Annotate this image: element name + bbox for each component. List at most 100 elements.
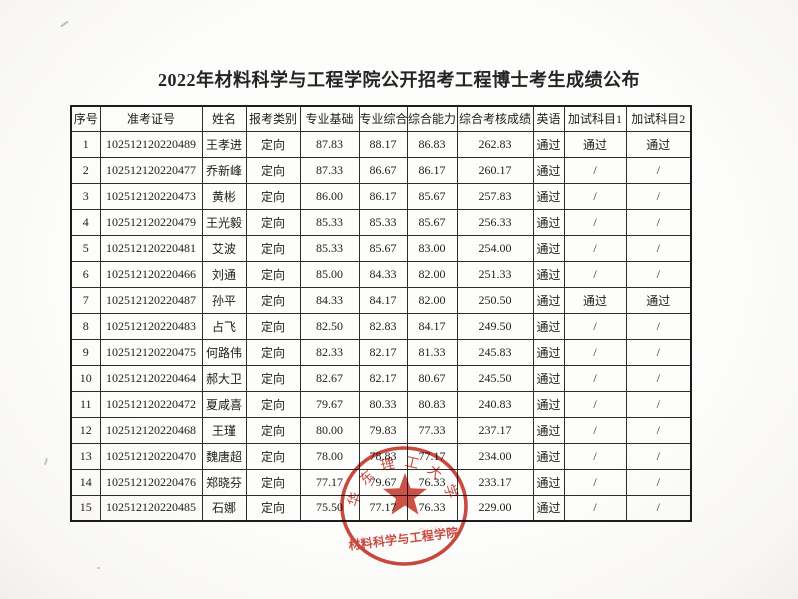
- scan-artifact: [60, 20, 69, 28]
- table-cell: 14: [70, 468, 101, 496]
- table-cell: 86.00: [299, 182, 360, 210]
- table-cell: /: [563, 338, 627, 366]
- table-cell: 84.17: [358, 286, 408, 314]
- table-cell: 82.17: [358, 338, 408, 366]
- table-cell: 82.00: [406, 286, 458, 314]
- column-header: 英语: [532, 105, 565, 132]
- table-cell: 通过: [532, 338, 565, 366]
- table-cell: 78.00: [299, 442, 360, 470]
- table-cell: /: [625, 234, 692, 262]
- table-cell: 256.33: [456, 208, 534, 236]
- table-cell: 102512120220466: [99, 260, 203, 288]
- table-cell: 8: [70, 312, 101, 340]
- table-cell: 4: [70, 208, 101, 236]
- table-cell: 86.83: [406, 130, 458, 158]
- table-cell: 102512120220485: [99, 494, 203, 522]
- table-cell: 85.67: [406, 208, 458, 236]
- table-row: 15 102512120220485 石娜 定向 75.50 77.17 76.33 229.…: [70, 494, 692, 522]
- table-cell: /: [563, 260, 627, 288]
- table-cell: 85.67: [406, 182, 458, 210]
- table-cell: 82.17: [358, 364, 408, 392]
- table-cell: 黄彬: [201, 182, 247, 210]
- column-header: 加试科目1: [563, 105, 627, 132]
- table-cell: 82.33: [299, 338, 360, 366]
- table-cell: 通过: [625, 286, 692, 314]
- table-cell: /: [625, 156, 692, 184]
- table-row: 5 102512120220481 艾波 定向 85.33 85.67 83.00 254.0…: [70, 234, 692, 262]
- table-cell: 通过: [532, 234, 565, 262]
- table-cell: 257.83: [456, 182, 534, 210]
- table-cell: 83.00: [406, 234, 458, 262]
- table-cell: /: [625, 208, 692, 236]
- table-cell: 6: [70, 260, 101, 288]
- table-cell: /: [625, 442, 692, 470]
- table-cell: /: [625, 390, 692, 418]
- table-cell: 78.83: [358, 442, 408, 470]
- table-cell: 占飞: [201, 312, 247, 340]
- column-header: 姓名: [201, 105, 247, 132]
- table-cell: 84.17: [406, 312, 458, 340]
- table-cell: 102512120220476: [99, 468, 203, 496]
- table-cell: /: [563, 182, 627, 210]
- table-cell: 85.33: [299, 234, 360, 262]
- table-cell: 王孝进: [201, 130, 247, 158]
- table-cell: 石娜: [201, 494, 247, 522]
- table-cell: 2: [70, 156, 101, 184]
- table-row: 9 102512120220475 何路伟 定向 82.33 82.17 81.33 245.…: [70, 338, 692, 366]
- table-cell: 260.17: [456, 156, 534, 184]
- table-cell: 郑晓芬: [201, 468, 247, 496]
- table-cell: 通过: [532, 494, 565, 522]
- table-cell: 237.17: [456, 416, 534, 444]
- table-cell: 定向: [245, 442, 301, 470]
- table-row: 7 102512120220487 孙平 定向 84.33 84.17 82.00 250.5…: [70, 286, 692, 314]
- table-cell: 102512120220487: [99, 286, 203, 314]
- table-cell: 7: [70, 286, 101, 314]
- table-cell: 乔新峰: [201, 156, 247, 184]
- score-table: 序号 准考证号 姓名 报考类别 专业基础 专业综合 综合能力 综合考核成绩 英语 加试科目1 加试科…: [70, 105, 692, 522]
- table-cell: 80.83: [406, 390, 458, 418]
- table-cell: /: [563, 234, 627, 262]
- table-cell: 通过: [532, 468, 565, 496]
- table-cell: 233.17: [456, 468, 534, 496]
- table-cell: 艾波: [201, 234, 247, 262]
- table-cell: 77.17: [406, 442, 458, 470]
- table-cell: 84.33: [358, 260, 408, 288]
- table-cell: /: [625, 416, 692, 444]
- table-cell: 102512120220475: [99, 338, 203, 366]
- table-cell: 1: [70, 130, 101, 158]
- table-cell: 245.83: [456, 338, 534, 366]
- page-title: 2022年材料科学与工程学院公开招考工程博士考生成绩公布: [158, 70, 640, 90]
- table-cell: 82.50: [299, 312, 360, 340]
- table-cell: 12: [70, 416, 101, 444]
- table-cell: 87.33: [299, 156, 360, 184]
- table-cell: /: [563, 442, 627, 470]
- table-cell: 80.33: [358, 390, 408, 418]
- table-row: 13 102512120220470 魏唐超 定向 78.00 78.83 77.17 234…: [70, 442, 692, 470]
- table-cell: 85.33: [358, 208, 408, 236]
- table-cell: 75.50: [299, 494, 360, 522]
- table-cell: 通过: [532, 286, 565, 314]
- table-cell: 通过: [532, 390, 565, 418]
- scan-artifact: [97, 567, 100, 569]
- table-cell: 通过: [563, 130, 627, 158]
- column-header: 序号: [70, 105, 101, 132]
- table-row: 14 102512120220476 郑晓芬 定向 77.17 79.67 76.33 233…: [70, 468, 692, 496]
- table-cell: 5: [70, 234, 101, 262]
- table-cell: 通过: [532, 182, 565, 210]
- column-header: 专业综合: [358, 105, 408, 132]
- table-cell: 定向: [245, 390, 301, 418]
- table-cell: 13: [70, 442, 101, 470]
- table-cell: 定向: [245, 156, 301, 184]
- table-row: 4 102512120220479 王光毅 定向 85.33 85.33 85.67 256.…: [70, 208, 692, 236]
- table-cell: 77.17: [358, 494, 408, 522]
- table-cell: /: [563, 364, 627, 392]
- table-cell: 通过: [532, 156, 565, 184]
- table-cell: 3: [70, 182, 101, 210]
- table-body: 1 102512120220489 王孝进 定向 87.83 88.17 86.83 262.…: [70, 130, 692, 522]
- table-cell: /: [625, 182, 692, 210]
- table-cell: 定向: [245, 338, 301, 366]
- table-cell: 77.33: [406, 416, 458, 444]
- table-row: 2 102512120220477 乔新峰 定向 87.33 86.67 86.17 260.…: [70, 156, 692, 184]
- table-cell: /: [625, 312, 692, 340]
